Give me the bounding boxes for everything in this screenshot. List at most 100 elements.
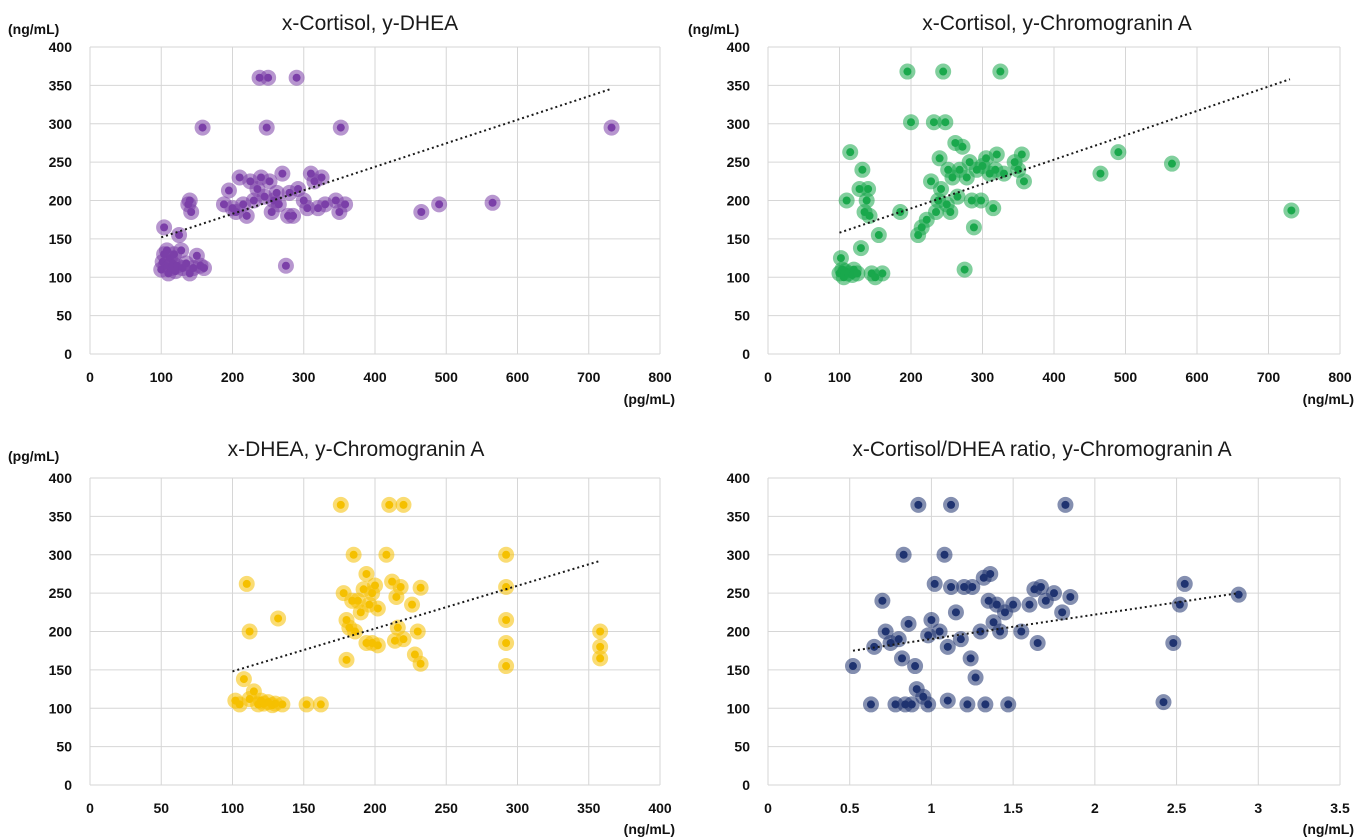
data-point	[943, 578, 960, 595]
data-point-core	[382, 550, 391, 559]
data-point-core	[336, 500, 345, 509]
y-tick-label: 350	[49, 508, 73, 524]
x-tick-label: 400	[1042, 369, 1066, 385]
y-tick-label: 350	[727, 77, 751, 93]
data-point	[345, 546, 362, 563]
data-point	[1230, 586, 1247, 603]
data-point-core	[960, 265, 969, 274]
data-point-core	[935, 154, 944, 163]
y-unit-label: (ng/mL)	[688, 21, 739, 37]
data-point-core	[941, 118, 950, 127]
data-point	[1005, 596, 1022, 613]
data-point	[977, 696, 994, 713]
data-point-core	[339, 589, 348, 598]
x-tick-label: 0	[86, 800, 94, 816]
data-point	[959, 696, 976, 713]
data-point	[173, 242, 190, 259]
chart-title: x-DHEA, y-Chromogranin A	[228, 438, 485, 461]
data-point	[920, 696, 937, 713]
y-tick-label: 50	[56, 308, 72, 324]
x-tick-label: 1.5	[1003, 800, 1023, 816]
data-point-core	[878, 596, 887, 605]
data-point-core	[943, 642, 952, 651]
data-point-core	[866, 700, 875, 709]
x-tick-label: 100	[828, 369, 852, 385]
x-tick-label: 600	[506, 369, 530, 385]
data-point-core	[399, 500, 408, 509]
data-point	[1062, 588, 1079, 605]
data-point-core	[947, 500, 956, 509]
data-point	[903, 114, 919, 131]
data-point-core	[1041, 596, 1050, 605]
data-point	[378, 546, 395, 563]
data-point	[949, 188, 966, 205]
data-point-core	[907, 118, 915, 127]
data-point-core	[416, 659, 425, 668]
data-point-core	[362, 569, 371, 578]
data-point	[988, 146, 1005, 163]
y-tick-label: 250	[727, 585, 751, 601]
data-point-core	[274, 614, 283, 623]
data-point	[196, 260, 212, 277]
data-point-core	[302, 700, 311, 709]
data-point	[894, 650, 911, 667]
x-tick-label: 300	[292, 369, 316, 385]
data-point-core	[943, 696, 952, 705]
data-series	[153, 69, 620, 282]
data-point-core	[911, 662, 920, 671]
data-point-core	[982, 154, 991, 163]
data-point-core	[956, 635, 965, 644]
scatter-chart-cortisol-chromogranin: x-Cortisol, y-Chromogranin A (ng/mL) (ng…	[688, 12, 1354, 407]
data-point	[992, 623, 1009, 640]
x-tick-label: 0	[764, 369, 772, 385]
data-point-core	[262, 123, 271, 132]
x-unit-label: (pg/mL)	[624, 391, 675, 407]
y-tick-label: 250	[49, 585, 73, 601]
x-tick-label: 500	[1114, 369, 1138, 385]
data-point	[337, 196, 354, 213]
data-point	[270, 610, 287, 627]
data-point-core	[858, 165, 867, 174]
data-point-core	[607, 123, 616, 132]
data-point-core	[853, 269, 862, 278]
data-point	[874, 592, 891, 609]
x-tick-label: 3.5	[1330, 800, 1350, 816]
data-point	[842, 144, 859, 161]
data-point	[261, 173, 278, 190]
data-point-core	[856, 244, 865, 253]
data-point-core	[392, 592, 401, 601]
x-tick-label: 700	[577, 369, 601, 385]
data-point-core	[976, 627, 985, 636]
data-point-core	[242, 211, 251, 220]
data-point	[947, 604, 964, 621]
data-point-core	[924, 631, 933, 640]
data-point-core	[958, 142, 967, 151]
data-point-core	[408, 600, 417, 609]
data-point-core	[903, 67, 912, 76]
x-tick-label: 600	[1185, 369, 1209, 385]
data-point	[861, 207, 878, 224]
y-tick-label: 150	[49, 662, 73, 678]
data-point-core	[488, 198, 497, 207]
y-tick-label: 100	[49, 700, 73, 716]
data-point	[274, 696, 291, 713]
y-tick-label: 150	[727, 231, 751, 247]
data-point	[870, 227, 887, 244]
data-point	[910, 496, 927, 513]
x-tick-label: 200	[899, 369, 923, 385]
scatter-chart-ratio-chromogranin: x-Cortisol/DHEA ratio, y-Chromogranin A …	[727, 438, 1354, 837]
data-point-core	[848, 662, 857, 671]
data-point	[1110, 144, 1127, 161]
data-point	[369, 637, 386, 654]
data-point-core	[373, 641, 382, 650]
data-point	[413, 204, 430, 221]
data-point	[338, 651, 355, 668]
data-point-core	[396, 582, 405, 591]
data-point-core	[1025, 600, 1034, 609]
data-point	[956, 261, 973, 278]
data-point	[943, 496, 960, 513]
data-point-core	[187, 208, 196, 217]
x-tick-label: 300	[506, 800, 530, 816]
y-unit-label: (pg/mL)	[8, 448, 59, 464]
data-point	[862, 696, 879, 713]
